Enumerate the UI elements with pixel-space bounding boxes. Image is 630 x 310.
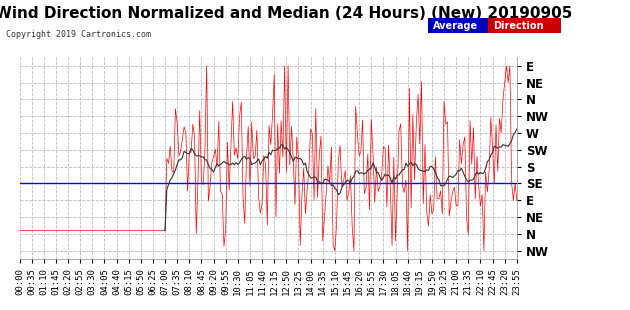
Text: Average: Average — [433, 21, 479, 31]
Text: Wind Direction Normalized and Median (24 Hours) (New) 20190905: Wind Direction Normalized and Median (24… — [0, 6, 572, 21]
Text: Copyright 2019 Cartronics.com: Copyright 2019 Cartronics.com — [6, 30, 151, 39]
Text: Direction: Direction — [493, 21, 544, 31]
